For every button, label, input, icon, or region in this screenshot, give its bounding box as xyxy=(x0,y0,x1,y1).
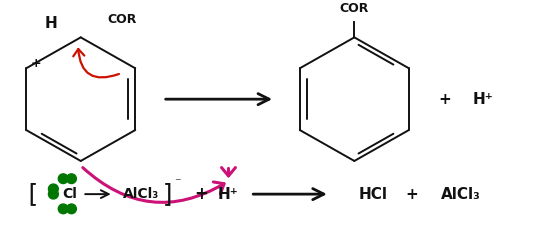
Text: AlCl₃: AlCl₃ xyxy=(123,187,159,201)
Ellipse shape xyxy=(48,184,58,194)
Text: COR: COR xyxy=(340,2,369,15)
Text: ]: ] xyxy=(161,182,176,206)
Text: +: + xyxy=(405,187,418,202)
FancyArrowPatch shape xyxy=(73,49,119,78)
Text: H: H xyxy=(44,16,57,31)
Ellipse shape xyxy=(58,204,68,214)
Text: H⁺: H⁺ xyxy=(472,92,493,107)
Ellipse shape xyxy=(67,204,76,214)
Text: [: [ xyxy=(24,182,39,206)
Text: H⁺: H⁺ xyxy=(218,187,239,202)
Text: COR: COR xyxy=(107,13,136,26)
Ellipse shape xyxy=(58,174,68,183)
Ellipse shape xyxy=(67,174,76,183)
Text: +: + xyxy=(31,57,41,70)
Text: HCl: HCl xyxy=(359,187,388,202)
Ellipse shape xyxy=(48,189,58,199)
Text: ⁻: ⁻ xyxy=(174,176,181,189)
Text: +: + xyxy=(438,92,451,107)
Text: AlCl₃: AlCl₃ xyxy=(441,187,481,202)
FancyArrowPatch shape xyxy=(83,168,224,202)
FancyArrowPatch shape xyxy=(222,168,235,176)
Text: +: + xyxy=(194,185,208,203)
Text: Cl: Cl xyxy=(62,187,77,201)
